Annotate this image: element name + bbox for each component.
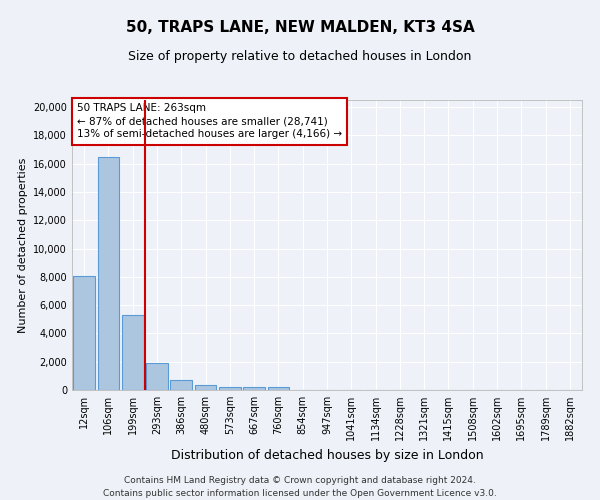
Y-axis label: Number of detached properties: Number of detached properties [18,158,28,332]
Bar [170,380,192,390]
X-axis label: Distribution of detached houses by size in London: Distribution of detached houses by size … [170,448,484,462]
Bar [73,276,95,390]
Bar [97,156,119,390]
Bar [219,387,241,390]
Text: 50, TRAPS LANE, NEW MALDEN, KT3 4SA: 50, TRAPS LANE, NEW MALDEN, KT3 4SA [125,20,475,35]
Bar [122,315,143,390]
Text: Size of property relative to detached houses in London: Size of property relative to detached ho… [128,50,472,63]
Text: Contains HM Land Registry data © Crown copyright and database right 2024.: Contains HM Land Registry data © Crown c… [124,476,476,485]
Bar [194,385,217,390]
Text: 50 TRAPS LANE: 263sqm
← 87% of detached houses are smaller (28,741)
13% of semi-: 50 TRAPS LANE: 263sqm ← 87% of detached … [77,103,342,140]
Text: Contains public sector information licensed under the Open Government Licence v3: Contains public sector information licen… [103,488,497,498]
Bar [268,387,289,390]
Bar [243,387,265,390]
Bar [146,363,168,390]
